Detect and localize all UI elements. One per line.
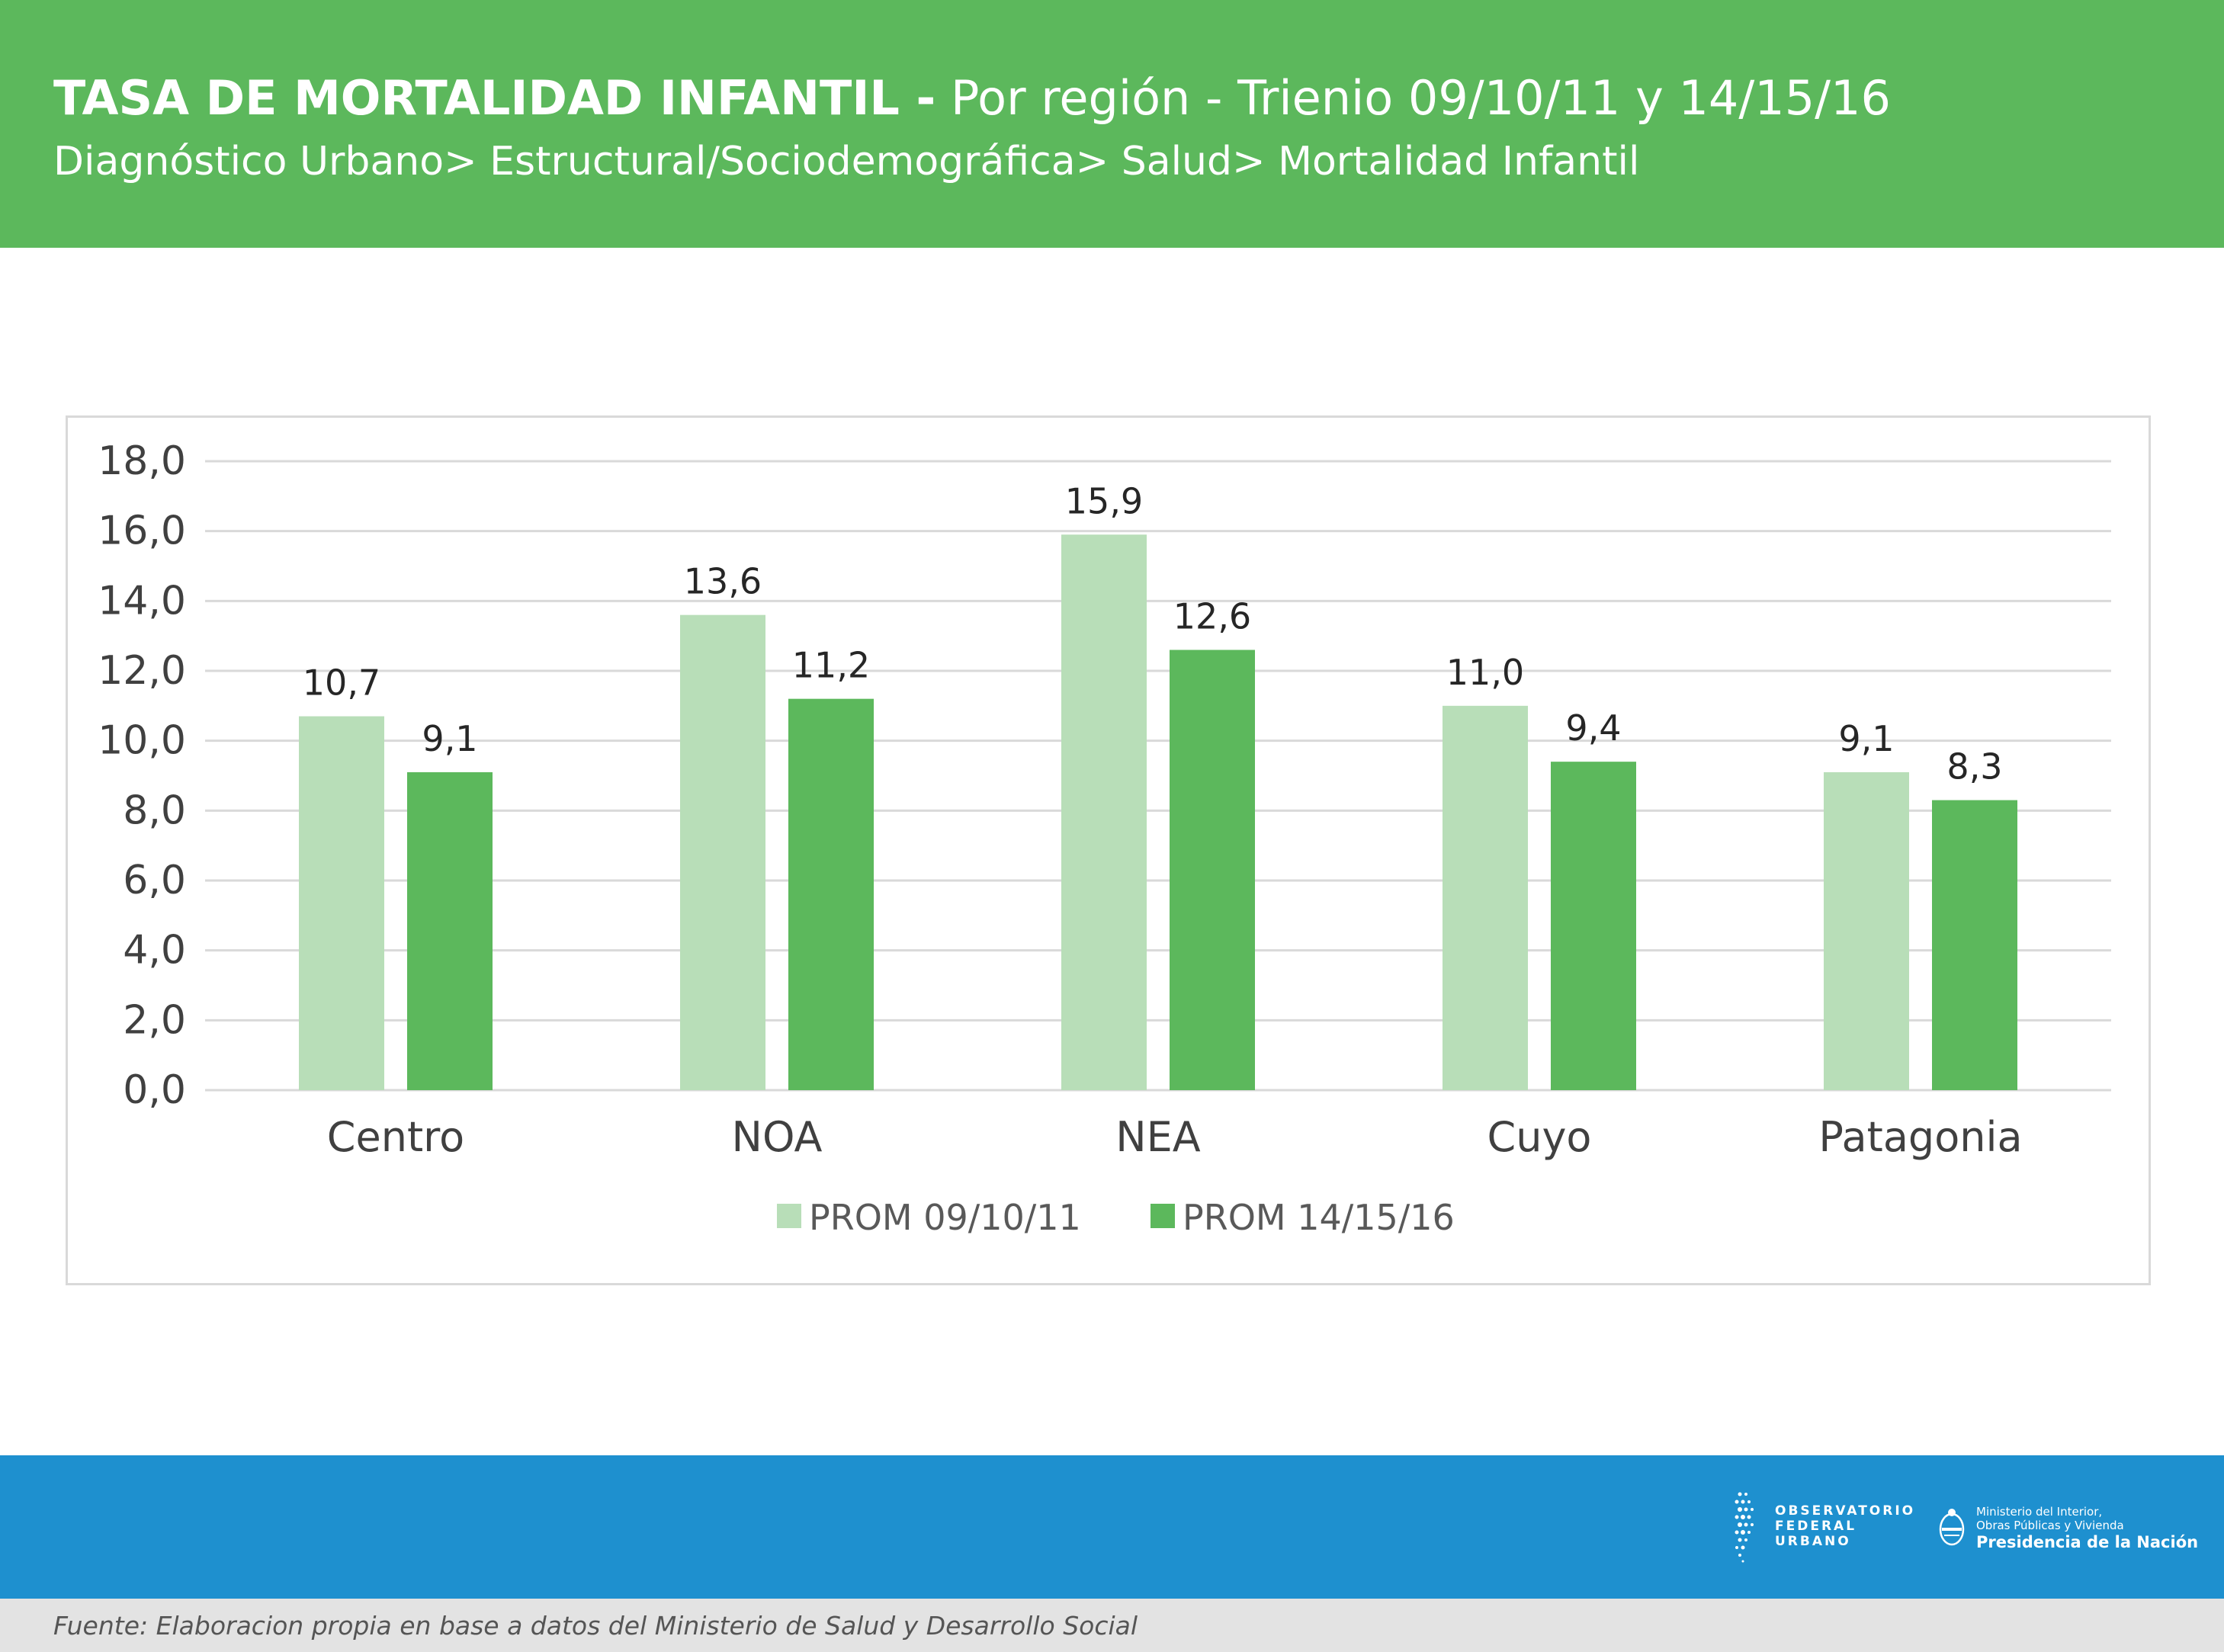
data-label: 9,1: [1838, 718, 1894, 759]
legend-swatch: [777, 1204, 801, 1228]
observatorio-line-3: URBANO: [1775, 1534, 1851, 1549]
source-bar: [0, 1599, 2224, 1652]
legend-label: PROM 09/10/11: [809, 1197, 1081, 1238]
page-title: TASA DE MORTALIDAD INFANTIL - Por región…: [53, 70, 1891, 126]
x-tick-label: Cuyo: [1487, 1113, 1592, 1161]
ministerio-line-1: Ministerio del Interior,: [1976, 1505, 2103, 1519]
y-tick-label: 0,0: [123, 1067, 186, 1113]
x-tick-label: Patagonia: [1818, 1113, 2022, 1161]
bar: [1824, 771, 1909, 1090]
y-tick-label: 10,0: [98, 718, 186, 764]
title-rest: Por región - Trienio 09/10/11 y 14/15/16: [950, 70, 1891, 126]
y-tick-label: 2,0: [123, 997, 186, 1043]
data-label: 9,1: [422, 718, 477, 759]
data-label: 8,3: [1946, 746, 2002, 788]
header-banner: TASA DE MORTALIDAD INFANTIL - Por región…: [0, 0, 2224, 248]
footer-band: [0, 1455, 2224, 1599]
y-tick-label: 6,0: [123, 858, 186, 903]
data-label: 11,2: [792, 645, 870, 686]
chart-frame: 0,0 2,0 4,0 6,0 8,0 10,0 12,0 14,0 16,0 18,0 10,7 9…: [66, 415, 2151, 1285]
x-tick-label: NOA: [732, 1113, 823, 1161]
x-tick-label: Centro: [327, 1113, 464, 1161]
bar: [1443, 705, 1528, 1090]
legend-swatch: [1151, 1204, 1175, 1228]
title-bold: TASA DE MORTALIDAD INFANTIL -: [53, 70, 936, 126]
bar: [1932, 800, 2017, 1090]
y-tick-label: 12,0: [98, 648, 186, 694]
observatorio-line-2: FEDERAL: [1775, 1519, 1857, 1534]
ministerio-line-2: Obras Públicas y Vivienda: [1976, 1519, 2124, 1532]
data-label: 13,6: [684, 561, 762, 602]
bar: [680, 614, 765, 1090]
source-note: Fuente: Elaboracion propia en base a dat…: [53, 1611, 1138, 1641]
bar: [1551, 762, 1636, 1090]
y-tick-label: 4,0: [123, 928, 186, 974]
presidencia-line: Presidencia de la Nación: [1976, 1533, 2199, 1551]
observatorio-dots-icon: [1735, 1492, 1754, 1563]
bar: [788, 698, 874, 1090]
data-label: 9,4: [1565, 707, 1621, 749]
bar: [299, 716, 384, 1090]
y-tick-label: 16,0: [98, 508, 186, 554]
ministerio-text: Ministerio del Interior, Obras Públicas …: [1976, 1505, 2198, 1552]
bar: [407, 771, 493, 1090]
legend-label: PROM 14/15/16: [1183, 1197, 1455, 1238]
breadcrumb: Diagnóstico Urbano> Estructural/Sociodem…: [53, 139, 1640, 184]
observatorio-logo: OBSERVATORIO FEDERAL URBANO: [1732, 1488, 1915, 1564]
bar: [1061, 534, 1147, 1090]
bar-chart: 0,0 2,0 4,0 6,0 8,0 10,0 12,0 14,0 16,0 18,0 10,7 9…: [98, 438, 2111, 1238]
data-label: 11,0: [1446, 652, 1524, 693]
data-label: 10,7: [303, 662, 380, 704]
y-tick-label: 8,0: [123, 788, 186, 833]
y-tick-label: 18,0: [98, 438, 186, 484]
data-label: 15,9: [1065, 480, 1143, 521]
bar: [1170, 650, 1255, 1090]
national-seal-icon: [1939, 1509, 1965, 1546]
observatorio-line-1: OBSERVATORIO: [1775, 1503, 1916, 1519]
x-tick-label: NEA: [1115, 1113, 1201, 1161]
observatorio-text: OBSERVATORIO FEDERAL URBANO: [1775, 1503, 1915, 1549]
y-tick-label: 14,0: [98, 578, 186, 624]
data-label: 12,6: [1173, 596, 1251, 637]
ministerio-logo: Ministerio del Interior, Obras Públicas …: [1937, 1503, 2203, 1557]
